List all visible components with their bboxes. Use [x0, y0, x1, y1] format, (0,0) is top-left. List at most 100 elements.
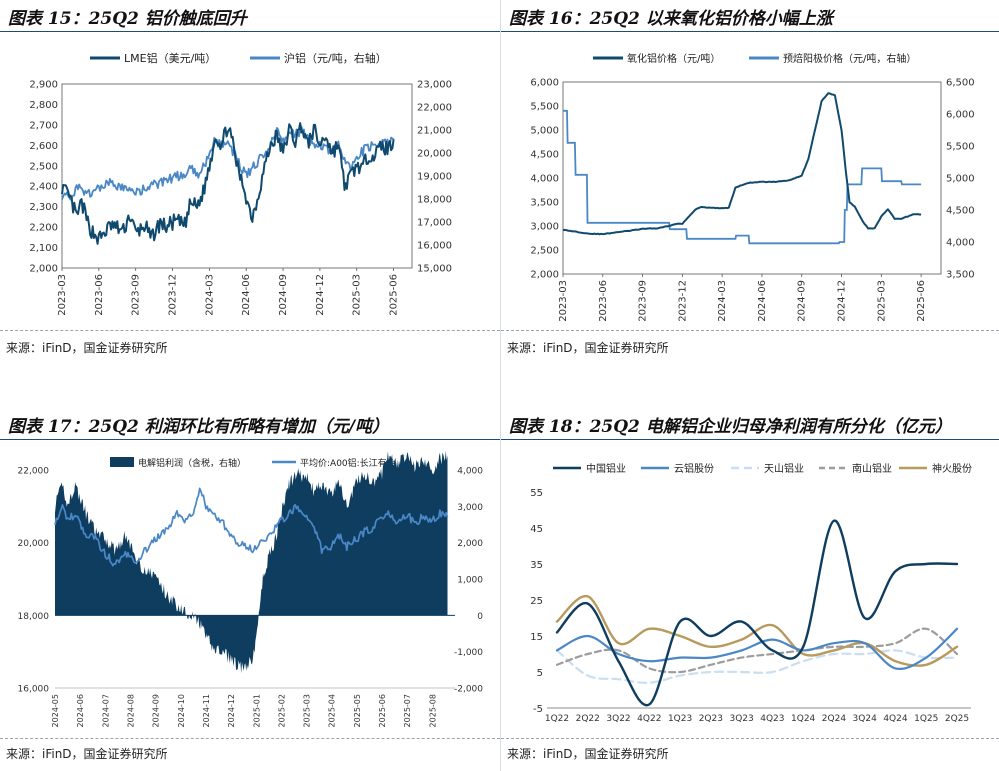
x-tick-label: 2024-07	[101, 694, 110, 727]
title-rule	[0, 439, 500, 440]
x-tick-label: 1Q23	[668, 714, 692, 724]
x-tick-label: 2025-08	[428, 694, 437, 727]
x-tick-label: 2Q22	[576, 714, 600, 724]
x-tick-label: 3Q22	[606, 714, 630, 724]
figure-15-source: 来源：iFinD，国金证券研究所	[6, 341, 168, 355]
x-tick-label: 2Q25	[945, 714, 969, 724]
y-tick-label: -5	[533, 704, 543, 715]
plot-frame	[562, 81, 942, 275]
y-right-tick-label: 15,000	[417, 264, 452, 275]
title-rule	[501, 31, 999, 32]
panel-divider	[500, 0, 501, 771]
figure-17-source: 来源：iFinD，国金证券研究所	[6, 747, 168, 761]
legend-label-2: 天山铝业	[764, 463, 804, 475]
series-line-0	[555, 519, 959, 707]
title-rule	[0, 31, 500, 32]
x-tick-label: 2025-03	[876, 280, 887, 322]
x-tick-label: 2023-03	[558, 280, 569, 322]
y-left-tick-label: 20,000	[18, 539, 50, 549]
y-left-tick-label: 2,500	[530, 246, 559, 257]
y-left-tick-label: 2,100	[29, 243, 58, 254]
y-left-tick-label: 18,000	[18, 612, 50, 622]
x-tick-label: 2023-09	[131, 274, 142, 316]
legend-label-profit: 电解铝利润（含税，右轴）	[138, 457, 246, 469]
y-right-tick-label: 4,000	[457, 467, 483, 477]
y-right-tick-label: 19,000	[417, 172, 452, 183]
x-tick-label: 2024-03	[204, 274, 215, 316]
y-right-tick-label: -1,000	[454, 648, 483, 658]
x-tick-label: 2025-04	[328, 694, 337, 727]
x-tick-label: 2024-10	[177, 694, 186, 727]
x-tick-label: 1Q25	[914, 714, 938, 724]
aluminum-profit-chart: 电解铝利润（含税，右轴） 平均价:A00铝:长江有色 16,000 18,000 20,…	[18, 450, 483, 727]
series-area-profit	[55, 450, 448, 674]
x-tick-label: 2024-09	[797, 280, 808, 322]
y-right-tick-label: 6,500	[946, 78, 975, 89]
x-tick-label: 2023-12	[168, 274, 179, 316]
y-right-tick-label: 21,000	[417, 126, 452, 137]
legend-label-lme: LME铝（美元/吨）	[124, 51, 216, 65]
y-left-tick-label: 2,600	[29, 141, 58, 152]
figure-16-panel: 图表 16：25Q2 以来氧化铝价格小幅上涨 2,000 2,500 3,000 3,…	[501, 0, 999, 372]
y-left-tick-label: 2,000	[530, 270, 559, 281]
x-tick-label: 2024-12	[837, 280, 848, 322]
figure-18-source: 来源：iFinD，国金证券研究所	[507, 747, 669, 761]
y-left-tick-label: 2,900	[29, 80, 58, 91]
x-tick-label: 4Q23	[760, 714, 784, 724]
company-net-profit-chart: 中国铝业 云铝股份 天山铝业 南山铝业 神火股份 -5 5 15 25 35 45 55 1Q22 2Q2…	[530, 462, 972, 724]
y-left-tick-label: 16,000	[18, 685, 50, 695]
y-right-tick-label: 6,000	[946, 110, 975, 121]
series-line-prebaked-anode	[563, 109, 922, 245]
legend-label-0: 中国铝业	[586, 462, 626, 475]
x-tick-label: 1Q24	[791, 714, 816, 724]
y-right-tick-label: 22,000	[417, 103, 452, 114]
x-tick-label: 2Q24	[822, 714, 847, 724]
x-tick-label: 2Q23	[699, 714, 723, 724]
x-tick-label: 1Q22	[545, 714, 569, 724]
series-line-4	[555, 595, 959, 667]
y-right-tick-label: 3,500	[946, 270, 975, 281]
x-tick-label: 4Q24	[883, 714, 908, 724]
x-tick-label: 2024-06	[76, 694, 85, 727]
y-left-tick-label: 2,200	[29, 223, 58, 234]
series-line-a00-price	[54, 487, 449, 567]
y-left-tick-label: 6,000	[530, 78, 559, 89]
legend-label-4: 神火股份	[932, 462, 972, 475]
y-right-tick-label: 1,000	[457, 576, 483, 586]
y-right-tick-label: -2,000	[454, 685, 483, 695]
y-tick-label: 5	[537, 668, 543, 679]
title-rule	[501, 439, 999, 440]
x-tick-label: 2024-12	[227, 694, 236, 727]
figure-17-title: 图表 17：25Q2 利润环比有所略有增加（元/吨）	[8, 417, 389, 437]
alumina-price-chart: 2,000 2,500 3,000 3,500 4,000 4,500 5,000 5,500…	[530, 52, 975, 322]
x-tick-label: 2025-02	[277, 694, 286, 727]
x-tick-label: 2023-09	[638, 280, 649, 322]
y-left-tick-label: 4,000	[530, 174, 559, 185]
figure-17-panel: 图表 17：25Q2 利润环比有所略有增加（元/吨） 电解铝利润（含税，右轴） 平…	[0, 408, 500, 771]
x-tick-label: 2025-07	[403, 694, 412, 727]
y-tick-label: 45	[530, 524, 543, 535]
legend-label-alumina: 氧化铝价格（元/吨）	[627, 52, 720, 65]
x-tick-label: 2025-03	[303, 694, 312, 727]
legend-label-a00: 平均价:A00铝:长江有色	[300, 457, 396, 469]
y-right-tick-label: 0	[477, 612, 483, 622]
x-tick-label: 4Q22	[637, 714, 661, 724]
figure-15-title: 图表 15：25Q2 铝价触底回升	[8, 9, 247, 29]
x-tick-label: 2024-06	[241, 274, 252, 316]
y-right-tick-label: 20,000	[417, 149, 452, 160]
series-line-2	[555, 649, 959, 684]
y-right-tick-label: 5,000	[946, 174, 975, 185]
series-line-alumina	[562, 92, 922, 236]
x-tick-label: 2025-06	[916, 280, 927, 322]
x-tick-label: 2024-11	[202, 694, 211, 727]
source-rule	[501, 738, 999, 739]
figure-18-title: 图表 18：25Q2 电解铝企业归母净利润有所分化（亿元）	[509, 417, 952, 437]
y-right-tick-label: 3,000	[457, 503, 483, 513]
source-rule	[0, 330, 500, 331]
aluminum-price-chart: 2,000 2,100 2,200 2,300 2,400 2,500 2,600 2,700…	[29, 51, 452, 316]
x-tick-label: 2023-03	[57, 274, 68, 316]
plot-frame	[61, 83, 413, 269]
y-left-tick-label: 2,000	[29, 264, 58, 275]
legend-label-shfe: 沪铝（元/吨，右轴）	[284, 51, 387, 65]
y-left-tick-label: 22,000	[18, 467, 50, 477]
